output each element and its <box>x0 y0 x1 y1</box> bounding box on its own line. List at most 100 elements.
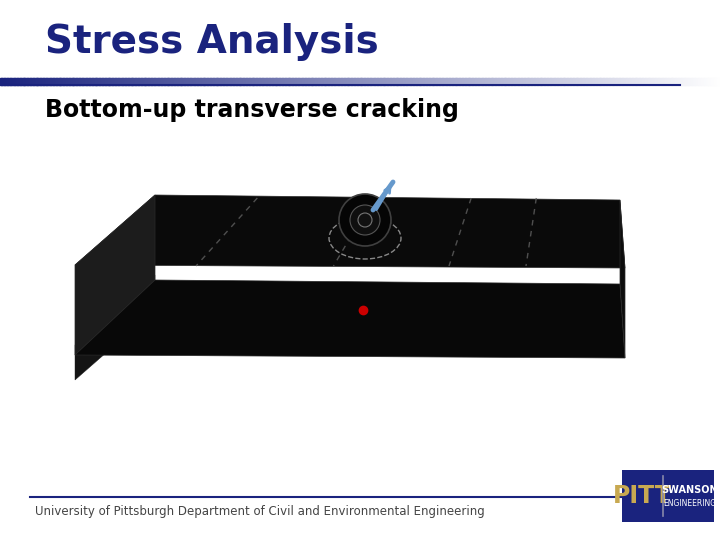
Bar <box>249 78 251 85</box>
Bar <box>186 78 188 85</box>
Bar <box>426 78 428 85</box>
Bar <box>547 78 549 85</box>
Bar <box>207 78 210 85</box>
Bar <box>235 78 237 85</box>
Bar <box>255 78 257 85</box>
Polygon shape <box>75 280 625 358</box>
Bar <box>272 78 274 85</box>
Bar <box>350 78 352 85</box>
Bar <box>372 78 374 85</box>
Bar <box>73 78 76 85</box>
Bar <box>248 78 250 85</box>
Bar <box>94 78 96 85</box>
Bar <box>438 78 440 85</box>
Bar <box>713 78 715 85</box>
Bar <box>556 78 558 85</box>
Bar <box>397 78 400 85</box>
Bar <box>448 78 450 85</box>
Bar <box>615 78 617 85</box>
Bar <box>144 78 146 85</box>
Bar <box>120 78 122 85</box>
Bar <box>261 78 263 85</box>
Bar <box>279 78 282 85</box>
Bar <box>180 78 182 85</box>
Bar <box>579 78 581 85</box>
Bar <box>181 78 184 85</box>
Bar <box>445 78 447 85</box>
Bar <box>395 78 397 85</box>
Bar <box>382 78 384 85</box>
Bar <box>697 78 699 85</box>
Bar <box>660 78 662 85</box>
Bar <box>150 78 152 85</box>
Bar <box>606 78 608 85</box>
Bar <box>638 78 640 85</box>
Bar <box>284 78 286 85</box>
Bar <box>609 78 611 85</box>
Bar <box>582 78 584 85</box>
Bar <box>619 78 621 85</box>
Bar <box>125 78 127 85</box>
Bar <box>245 78 247 85</box>
Bar <box>484 78 486 85</box>
Ellipse shape <box>350 205 380 235</box>
Bar <box>131 78 133 85</box>
Bar <box>56 78 58 85</box>
Bar <box>300 78 302 85</box>
Bar <box>513 78 515 85</box>
Bar <box>671 78 673 85</box>
Bar <box>626 78 629 85</box>
Bar <box>530 78 532 85</box>
Bar <box>544 78 546 85</box>
Polygon shape <box>75 275 155 380</box>
Bar <box>485 78 487 85</box>
Bar <box>9 78 11 85</box>
Bar <box>82 78 84 85</box>
Bar <box>238 78 240 85</box>
Bar <box>29 78 31 85</box>
Bar <box>478 78 480 85</box>
Bar <box>408 78 410 85</box>
Bar <box>219 78 221 85</box>
Bar <box>196 78 198 85</box>
Bar <box>69 78 71 85</box>
Bar <box>487 78 489 85</box>
Bar <box>622 78 624 85</box>
Bar <box>540 78 542 85</box>
Bar <box>204 78 207 85</box>
Bar <box>667 78 669 85</box>
Bar <box>527 78 529 85</box>
Bar <box>341 78 343 85</box>
Bar <box>154 78 156 85</box>
Bar <box>700 78 702 85</box>
Bar <box>32 78 34 85</box>
Bar <box>130 78 132 85</box>
Bar <box>102 78 104 85</box>
Bar <box>550 78 552 85</box>
Bar <box>4 78 6 85</box>
Bar <box>456 78 459 85</box>
Bar <box>170 78 172 85</box>
Bar <box>384 78 387 85</box>
Bar <box>37 78 40 85</box>
Bar <box>36 78 38 85</box>
Bar <box>359 78 361 85</box>
Bar <box>202 78 204 85</box>
Bar <box>504 78 506 85</box>
Bar <box>425 78 427 85</box>
Bar <box>122 78 125 85</box>
Bar <box>492 78 495 85</box>
Bar <box>212 78 214 85</box>
Bar <box>474 78 476 85</box>
Bar <box>45 78 47 85</box>
Bar <box>190 78 192 85</box>
Bar <box>124 78 126 85</box>
Bar <box>330 78 332 85</box>
Bar <box>685 78 688 85</box>
Bar <box>42 78 44 85</box>
Bar <box>681 78 683 85</box>
Bar <box>570 78 572 85</box>
Bar <box>223 78 225 85</box>
Bar <box>537 78 539 85</box>
Bar <box>166 78 168 85</box>
